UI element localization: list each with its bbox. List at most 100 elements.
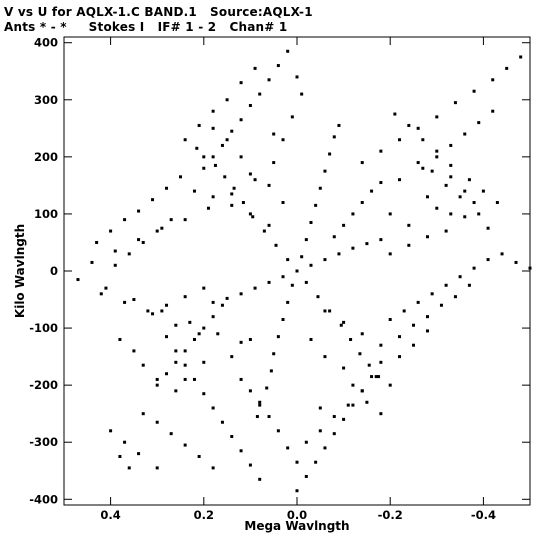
x-tick-label: 0.2: [194, 508, 214, 522]
data-point: [276, 64, 280, 68]
x-tick-label: -0.2: [378, 508, 403, 522]
y-tick-label: 0: [50, 264, 58, 278]
data-point: [118, 454, 122, 458]
data-point: [160, 226, 164, 230]
data-point: [342, 366, 346, 370]
data-point: [365, 400, 369, 404]
y-tick-label: 400: [34, 36, 58, 50]
data-point: [421, 138, 425, 142]
data-point: [495, 201, 499, 205]
x-tick-label: 0.0: [287, 508, 307, 522]
data-point: [379, 343, 383, 347]
data-point: [202, 392, 206, 396]
data-point: [202, 155, 206, 159]
data-point: [486, 226, 490, 230]
data-point: [379, 181, 383, 185]
data-point: [113, 249, 117, 253]
data-point: [318, 186, 322, 190]
data-point: [458, 275, 462, 279]
data-point: [258, 477, 262, 481]
data-point: [223, 175, 227, 179]
data-point: [183, 377, 187, 381]
data-point: [248, 103, 252, 107]
x-axis-ticks: 0.4 0.2 0.0 -0.2 -0.4: [100, 37, 496, 522]
data-point: [435, 155, 439, 159]
data-point: [141, 363, 145, 367]
data-point: [407, 123, 411, 127]
data-point: [360, 332, 364, 336]
data-point: [155, 229, 159, 233]
data-point: [123, 300, 127, 304]
data-point: [141, 412, 145, 416]
data-point: [323, 309, 327, 313]
data-point: [339, 323, 343, 327]
data-point: [407, 243, 411, 247]
data-point: [155, 466, 159, 470]
data-point: [211, 300, 215, 304]
data-point: [379, 412, 383, 416]
data-point: [449, 163, 453, 167]
data-point: [439, 303, 443, 307]
data-point: [430, 169, 434, 173]
data-point: [123, 218, 127, 222]
data-point: [183, 349, 187, 353]
data-point: [202, 360, 206, 364]
data-point: [220, 420, 224, 424]
data-point: [304, 280, 308, 284]
data-point: [309, 220, 313, 224]
data-point: [351, 246, 355, 250]
data-point: [183, 363, 187, 367]
data-point: [239, 377, 243, 381]
data-point: [453, 101, 457, 105]
data-point: [251, 215, 255, 219]
data-point: [295, 489, 299, 493]
data-point: [323, 258, 327, 262]
data-point: [370, 375, 374, 379]
data-point: [367, 363, 371, 367]
data-point: [258, 92, 262, 96]
data-point: [267, 183, 271, 187]
data-point: [220, 143, 224, 147]
data-point: [323, 446, 327, 450]
data-point: [514, 260, 518, 264]
y-axis-ticks: 400 300 200 100 0 -100 -200 -300 -400: [29, 36, 530, 506]
data-point: [183, 138, 187, 142]
data-point: [304, 440, 308, 444]
data-point: [304, 238, 308, 242]
data-point: [239, 292, 243, 296]
data-point: [211, 155, 215, 159]
plot-subtitle: Ants * - * Stokes I IF# 1 - 2 Chan# 1: [4, 20, 288, 34]
data-point: [463, 132, 467, 136]
data-point: [421, 166, 425, 170]
data-point: [519, 55, 523, 59]
data-point: [412, 323, 415, 327]
data-point: [328, 152, 332, 156]
data-point: [430, 292, 434, 296]
data-point: [248, 172, 252, 176]
data-point: [253, 286, 257, 290]
data-point: [290, 115, 294, 119]
data-point: [76, 278, 80, 282]
data-point: [109, 229, 113, 233]
data-point: [407, 223, 411, 227]
data-point: [232, 186, 236, 190]
data-point: [211, 126, 215, 130]
data-point: [132, 349, 136, 353]
data-point: [127, 252, 131, 256]
data-point: [151, 312, 155, 316]
data-point: [393, 112, 397, 116]
x-axis-label: Mega Wavlngth: [244, 519, 349, 533]
data-point: [248, 212, 252, 216]
data-point: [225, 138, 229, 142]
data-point: [342, 320, 346, 324]
data-point: [309, 337, 313, 341]
data-point: [412, 343, 415, 347]
data-point: [323, 169, 327, 173]
x-tick-label: -0.4: [471, 508, 496, 522]
data-point: [295, 75, 299, 79]
data-point: [435, 206, 439, 210]
data-point: [132, 298, 136, 302]
data-point: [216, 332, 220, 336]
data-point: [332, 235, 336, 239]
